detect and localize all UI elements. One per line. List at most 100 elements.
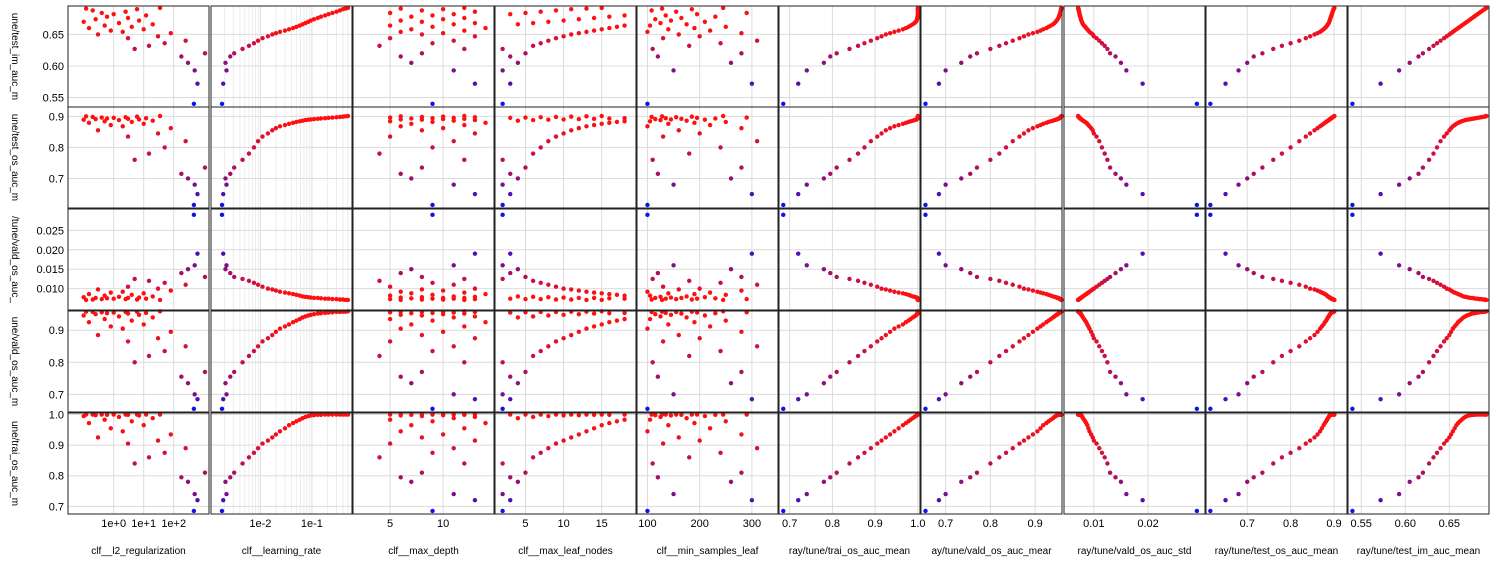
data-point (887, 432, 893, 437)
data-point (943, 182, 948, 187)
data-point (968, 54, 973, 59)
data-point (707, 122, 713, 128)
data-point (116, 117, 122, 123)
data-point (804, 68, 809, 73)
data-point (270, 332, 275, 338)
data-point (440, 432, 446, 437)
data-point (440, 17, 446, 22)
data-point (553, 8, 559, 13)
data-point (322, 115, 328, 121)
data-point (1416, 374, 1421, 379)
data-point (1245, 267, 1250, 272)
data-point (622, 23, 627, 28)
data-point (607, 120, 612, 126)
x-tick-label: 0.7 (782, 518, 797, 530)
data-point (569, 6, 574, 12)
data-point (749, 251, 755, 256)
data-point (440, 329, 446, 335)
data-point (645, 508, 650, 514)
data-point (90, 297, 95, 302)
data-point (251, 280, 257, 286)
data-point (183, 445, 188, 451)
data-point (1288, 41, 1293, 46)
data-point (294, 318, 299, 323)
data-point (1307, 34, 1313, 39)
data-point (398, 29, 403, 35)
data-point (622, 417, 627, 422)
data-point (607, 291, 612, 297)
data-point (862, 450, 867, 455)
data-point (472, 131, 478, 136)
data-point (862, 348, 867, 354)
data-point (1094, 339, 1099, 344)
data-point (821, 479, 827, 485)
data-point (129, 119, 134, 125)
data-point (108, 324, 113, 329)
data-point (179, 475, 184, 480)
panel-frame (352, 310, 495, 413)
data-point (663, 310, 668, 316)
data-point (125, 35, 131, 41)
data-point (315, 412, 320, 418)
data-point (282, 290, 288, 295)
data-point (1332, 5, 1337, 11)
data-point (707, 28, 713, 33)
data-point (1251, 475, 1256, 480)
data-point (1003, 280, 1009, 286)
x-tick-label: 0.9 (1027, 518, 1042, 530)
data-point (892, 289, 897, 294)
data-point (1035, 429, 1040, 434)
data-point (1416, 54, 1421, 59)
data-point (185, 176, 191, 181)
data-point (1124, 263, 1129, 268)
data-point (896, 290, 901, 295)
data-point (231, 51, 237, 56)
data-point (692, 320, 697, 325)
data-point (1396, 182, 1402, 187)
data-point (483, 25, 488, 31)
data-point (123, 115, 128, 120)
data-point (223, 479, 228, 485)
data-point (645, 202, 650, 208)
data-point (308, 117, 313, 122)
data-point (228, 171, 233, 177)
data-point (123, 9, 128, 14)
data-point (1251, 171, 1256, 177)
data-point (1297, 445, 1302, 451)
data-point (1271, 276, 1276, 282)
data-point (671, 182, 676, 187)
data-point (591, 116, 597, 122)
data-point (500, 101, 505, 107)
data-point (260, 35, 265, 41)
data-point (265, 131, 271, 136)
data-point (523, 470, 528, 475)
data-point (155, 438, 161, 443)
data-point (345, 113, 351, 119)
data-point (387, 417, 393, 422)
data-point (451, 115, 456, 121)
data-point (195, 191, 200, 197)
data-point (687, 455, 692, 460)
data-point (322, 310, 328, 316)
data-point (655, 475, 661, 480)
data-point (104, 296, 110, 301)
data-point (1030, 432, 1036, 437)
data-point (472, 191, 478, 197)
data-point (728, 479, 734, 485)
data-point (129, 419, 134, 424)
data-point (179, 54, 184, 59)
data-point (622, 310, 627, 316)
data-point (286, 27, 292, 32)
data-point (462, 461, 467, 466)
data-point (584, 29, 589, 35)
data-point (1097, 445, 1102, 451)
data-point (968, 270, 973, 276)
data-point (322, 296, 328, 301)
data-point (855, 151, 861, 156)
data-point (270, 435, 275, 440)
data-point (1010, 282, 1015, 287)
data-point (997, 43, 1002, 48)
data-point (409, 14, 414, 19)
data-point (409, 27, 414, 32)
data-point (569, 332, 574, 338)
